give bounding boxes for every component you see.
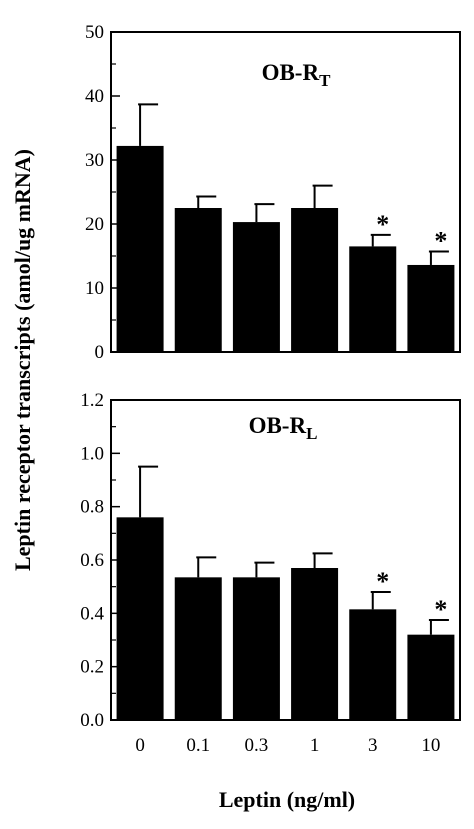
x-tick-label: 3 [368, 735, 378, 756]
panel-ob-rl: 0.0 0.2 0.4 0.6 0.8 1.0 1.2 OB-RL * * [80, 390, 461, 731]
bar [407, 264, 455, 352]
panel-ob-rt: 0 10 20 30 40 50 OB-RT * * [85, 22, 461, 363]
bar [232, 222, 280, 352]
y-tick-label: 1.2 [80, 390, 104, 411]
significance-marker: * [376, 210, 389, 239]
bar [407, 634, 455, 720]
x-tick-label: 1 [310, 735, 320, 756]
y-axis-title: Leptin receptor transcripts (amol/ug mRN… [10, 149, 35, 571]
bar [116, 517, 164, 720]
significance-marker: * [376, 567, 389, 596]
y-tick-label: 0.8 [80, 497, 104, 518]
y-tick-label: 40 [85, 86, 104, 107]
x-tick-labels: 0 0.1 0.3 1 3 10 [135, 735, 440, 756]
panel-title-subscript: L [306, 424, 317, 443]
y-tick-label: 0.0 [80, 710, 104, 731]
y-tick-label: 0.6 [80, 550, 104, 571]
y-tick-label: 0.4 [80, 603, 104, 624]
bar [232, 577, 280, 720]
x-axis-title: Leptin (ng/ml) [219, 787, 355, 812]
bar [291, 208, 339, 352]
panel-title-subscript: T [319, 71, 331, 90]
panel-title: OB-RL [249, 413, 318, 443]
bar [174, 577, 222, 720]
panel-title: OB-RT [262, 60, 332, 90]
y-tick-label: 20 [85, 214, 104, 235]
bar [349, 246, 397, 352]
y-tick-label: 0.2 [80, 657, 104, 678]
significance-marker: * [434, 227, 447, 256]
y-tick-label: 10 [85, 278, 104, 299]
bar [116, 145, 164, 352]
y-tick-label: 50 [85, 22, 104, 43]
x-tick-label: 0 [135, 735, 145, 756]
y-tick-label: 30 [85, 150, 104, 171]
x-tick-label: 0.1 [186, 735, 210, 756]
bar [349, 609, 397, 720]
x-tick-label: 10 [421, 735, 440, 756]
bar [291, 568, 339, 720]
x-tick-label: 0.3 [245, 735, 269, 756]
bar [174, 208, 222, 352]
y-tick-label: 0 [95, 342, 105, 363]
significance-marker: * [434, 595, 447, 624]
y-tick-label: 1.0 [80, 443, 104, 464]
